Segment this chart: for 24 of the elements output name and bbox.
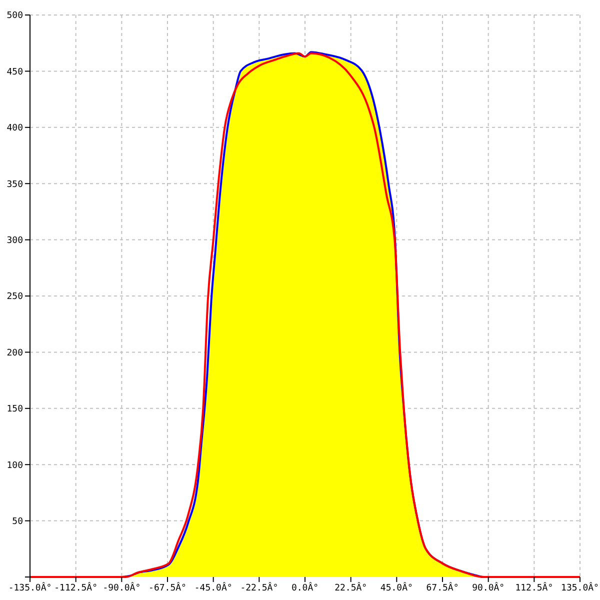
x-tick-label: 112.5Â°: [515, 581, 554, 594]
y-tick-label: 150: [6, 404, 23, 415]
y-tick-label: 300: [6, 236, 23, 246]
y-tick-label: 450: [6, 67, 23, 78]
y-tick-label: 400: [6, 124, 23, 134]
x-tick-label: -22.5Â°: [240, 581, 278, 594]
x-tick-label: 135.0Â°: [561, 581, 599, 594]
y-tick-label: 350: [6, 180, 23, 190]
y-tick-label: 200: [6, 348, 23, 358]
x-tick-label: 90.0Â°: [472, 581, 505, 594]
y-tick-label: 50: [12, 516, 23, 527]
x-tick-label: 45.0Â°: [380, 581, 413, 594]
x-tick-label: -45.0Â°: [194, 581, 232, 594]
y-tick-label: 500: [6, 11, 23, 22]
line-series: [29, 52, 581, 578]
x-tick-label: -67.5Â°: [148, 581, 186, 594]
x-tick-label: 22.5Â°: [334, 581, 368, 594]
x-tick-label: -135.0Â°: [8, 581, 52, 594]
y-tick-label: 100: [6, 460, 23, 471]
y-tick-label: 250: [6, 292, 23, 302]
x-tick-label: 0.0Â°: [291, 581, 319, 594]
x-tick-label: -112.5Â°: [54, 581, 98, 594]
x-tick-label: 67.5Â°: [426, 581, 459, 594]
x-tick-label: -90.0Â°: [102, 581, 141, 594]
